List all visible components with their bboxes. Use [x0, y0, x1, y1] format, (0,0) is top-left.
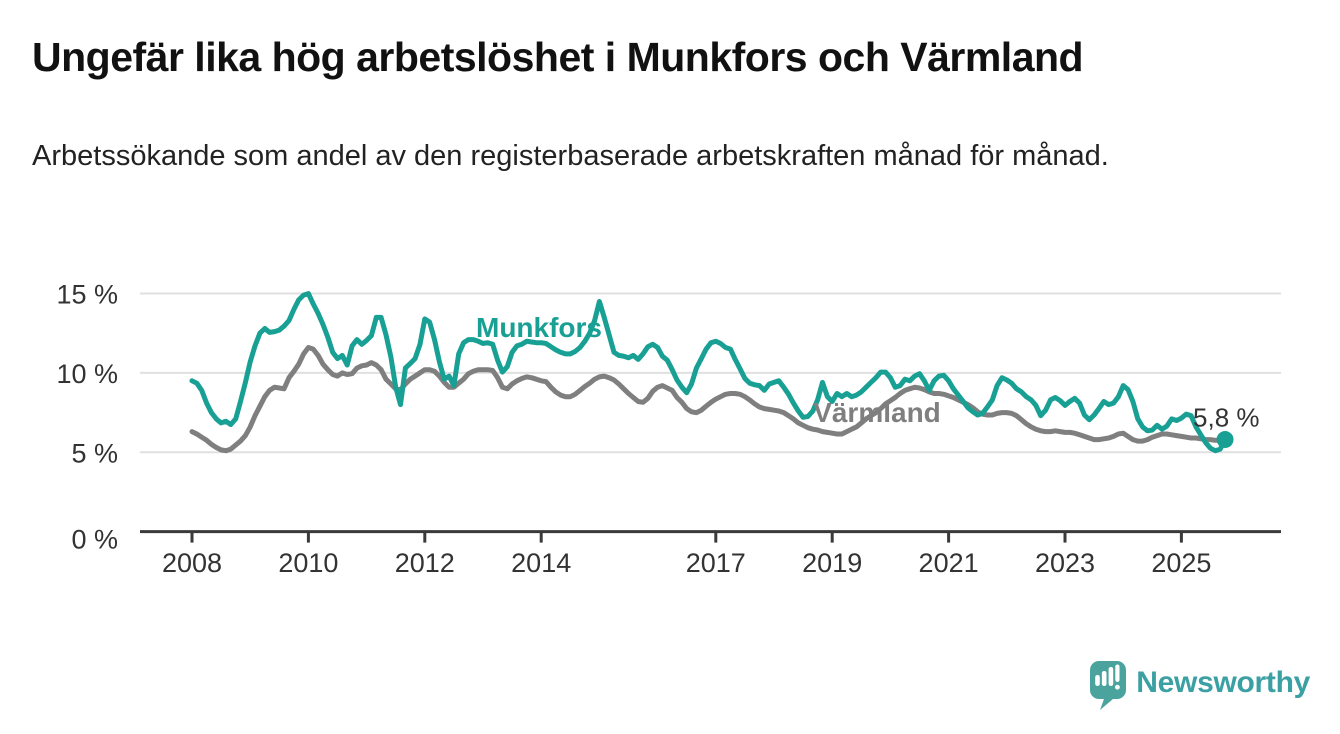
last-value-dot — [1216, 431, 1234, 449]
x-axis-tick-label: 2021 — [919, 548, 979, 578]
series-label-varmland: Värmland — [813, 397, 941, 428]
logo-exclamation-dot — [1115, 684, 1121, 690]
newsworthy-wordmark: Newsworthy — [1136, 665, 1310, 699]
y-axis-tick-label: 5 % — [71, 438, 118, 468]
y-axis-tick-label: 0 % — [71, 525, 118, 555]
x-axis-tick-label: 2012 — [395, 548, 455, 578]
last-value-label: 5,8 % — [1193, 403, 1260, 433]
x-axis-tick-label: 2008 — [162, 548, 222, 578]
logo-exclamation-bar — [1115, 664, 1120, 682]
newsworthy-logo: Newsworthy — [1090, 661, 1310, 710]
logo-bar-chart-glyph — [1095, 664, 1121, 690]
y-axis-tick-label: 10 % — [56, 359, 118, 389]
series-line-munkfors — [189, 291, 1228, 454]
series-line-värmland — [189, 345, 1228, 454]
x-axis-tick-label: 2025 — [1151, 548, 1211, 578]
x-axis-tick-label: 2023 — [1035, 548, 1095, 578]
x-axis-tick-label: 2010 — [278, 548, 338, 578]
page-title: Ungefär lika hög arbetslöshet i Munkfors… — [32, 34, 1084, 80]
newsworthy-logo-icon — [1090, 661, 1127, 710]
x-axis-tick-label: 2014 — [511, 548, 571, 578]
x-axis-tick-label: 2019 — [802, 548, 862, 578]
y-axis-tick-label: 15 % — [56, 280, 118, 310]
x-axis-tick-label: 2017 — [686, 548, 746, 578]
chart-subtitle: Arbetssökande som andel av den registerb… — [32, 140, 1109, 172]
series-label-munkfors: Munkfors — [476, 312, 602, 343]
